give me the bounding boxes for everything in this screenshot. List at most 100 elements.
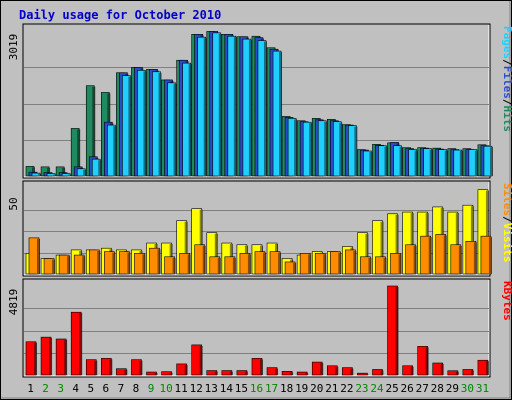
bar-kbytes-day-19	[296, 371, 309, 376]
y-max-label: 3019	[7, 34, 20, 61]
bar-kbytes-day-6	[101, 358, 113, 376]
bar-pages-day-8	[137, 70, 147, 177]
bar-sites-day-1	[28, 237, 40, 275]
bar-sites-day-9	[149, 247, 161, 275]
bar-kbytes-day-16	[251, 358, 263, 376]
bar-pages-day-2	[46, 173, 57, 177]
bar-pages-day-29	[453, 149, 463, 177]
bar-pages-day-9	[152, 71, 162, 177]
panel-kbytes: 4819 KBytes	[7, 278, 512, 378]
day-label: 24	[370, 382, 384, 395]
bar-kbytes-day-30	[462, 369, 474, 376]
bar-sites-day-22	[345, 249, 357, 275]
bar-pages-day-10	[167, 82, 177, 177]
bar-pages-day-18	[287, 118, 298, 177]
day-label: 31	[476, 382, 489, 395]
bar-sites-day-27	[420, 235, 432, 275]
bar-sites-day-25	[390, 253, 402, 275]
bar-pages-day-22	[348, 125, 358, 177]
day-label: 18	[280, 382, 293, 395]
bar-kbytes-day-20	[311, 361, 324, 376]
day-label: 25	[385, 382, 398, 395]
bar-sites-day-29	[450, 244, 462, 275]
bar-sites-day-20	[314, 253, 327, 275]
bar-sites-day-28	[435, 234, 447, 275]
day-label: 14	[220, 382, 234, 395]
bar-kbytes-day-8	[131, 359, 143, 376]
bar-sites-day-23	[360, 256, 372, 275]
bar-sites-day-7	[119, 251, 131, 275]
day-label: 29	[446, 382, 459, 395]
legend-hits-files-pages: Pages/Files/Hits	[501, 26, 512, 132]
bar-pages-day-31	[483, 145, 493, 177]
bar-sites-day-12	[194, 244, 206, 275]
day-label: 23	[355, 382, 368, 395]
day-label: 22	[340, 382, 353, 395]
y-max-label: 50	[7, 197, 20, 210]
day-label: 7	[118, 382, 125, 395]
day-label: 12	[190, 382, 203, 395]
bar-sites-day-19	[299, 253, 312, 275]
bar-kbytes-day-1	[25, 341, 37, 376]
bar-pages-day-25	[393, 145, 403, 177]
bar-kbytes-day-18	[281, 371, 294, 376]
bar-kbytes-day-14	[221, 370, 233, 376]
bar-pages-day-5	[91, 158, 102, 177]
legend-kbytes: KBytes	[501, 281, 512, 321]
legend-item-visits: Visits	[501, 223, 512, 263]
legend-item-files: Files	[501, 66, 512, 99]
legend-item-hits: Hits	[501, 106, 512, 133]
day-label: 20	[310, 382, 323, 395]
bar-sites-day-18	[284, 261, 297, 275]
bar-kbytes-day-21	[326, 365, 339, 376]
bar-sites-day-16	[254, 251, 266, 275]
bar-kbytes-day-25	[387, 285, 399, 376]
day-label: 21	[325, 382, 338, 395]
bar-pages-day-14	[227, 35, 237, 177]
day-label: 15	[235, 382, 248, 395]
bar-pages-day-13	[212, 32, 222, 177]
bar-sites-day-13	[209, 256, 221, 275]
bar-pages-day-20	[317, 120, 328, 177]
legend-item-kbytes: KBytes	[501, 281, 512, 321]
bar-kbytes-day-15	[236, 370, 248, 376]
day-label: 30	[461, 382, 474, 395]
bar-kbytes-day-23	[357, 372, 369, 376]
bar-pages-day-16	[257, 40, 267, 177]
chart-title: Daily usage for October 2010	[19, 8, 221, 22]
bar-sites-day-2	[43, 258, 56, 275]
legend-item-sites: Sites	[501, 183, 512, 216]
bar-pages-day-6	[107, 124, 117, 177]
day-label: 27	[416, 382, 429, 395]
day-label: 10	[159, 382, 172, 395]
day-label: 6	[103, 382, 110, 395]
bar-sites-day-17	[269, 251, 282, 275]
bar-kbytes-day-5	[85, 359, 98, 376]
panel-hits-files-pages: 3019 Pages/Files/Hits	[7, 23, 512, 179]
bar-kbytes-day-12	[191, 344, 203, 376]
bar-sites-day-14	[224, 256, 236, 275]
bar-pages-day-7	[122, 75, 132, 177]
day-label: 26	[401, 382, 414, 395]
bar-sites-day-15	[239, 253, 251, 275]
bar-pages-day-12	[197, 36, 207, 177]
bar-kbytes-day-11	[176, 363, 188, 376]
bar-kbytes-day-10	[161, 371, 173, 376]
bar-kbytes-day-31	[477, 359, 489, 376]
bar-sites-day-10	[164, 256, 176, 275]
day-label: 5	[87, 382, 94, 395]
bar-sites-day-24	[375, 256, 387, 275]
svg-text:KBytes: KBytes	[501, 281, 512, 321]
day-label: 2	[42, 382, 49, 395]
svg-text:Pages/Files/Hits: Pages/Files/Hits	[501, 26, 512, 132]
bar-kbytes-day-28	[432, 362, 444, 376]
bar-kbytes-day-22	[342, 367, 354, 376]
bar-pages-day-1	[31, 172, 41, 177]
bar-kbytes-day-3	[55, 338, 68, 376]
bar-sites-day-31	[480, 235, 492, 275]
bar-pages-day-11	[182, 62, 192, 177]
bar-kbytes-day-27	[417, 346, 429, 376]
bar-kbytes-day-29	[447, 370, 459, 376]
panel-visits-sites: 50 Sites/Visits	[7, 180, 512, 277]
